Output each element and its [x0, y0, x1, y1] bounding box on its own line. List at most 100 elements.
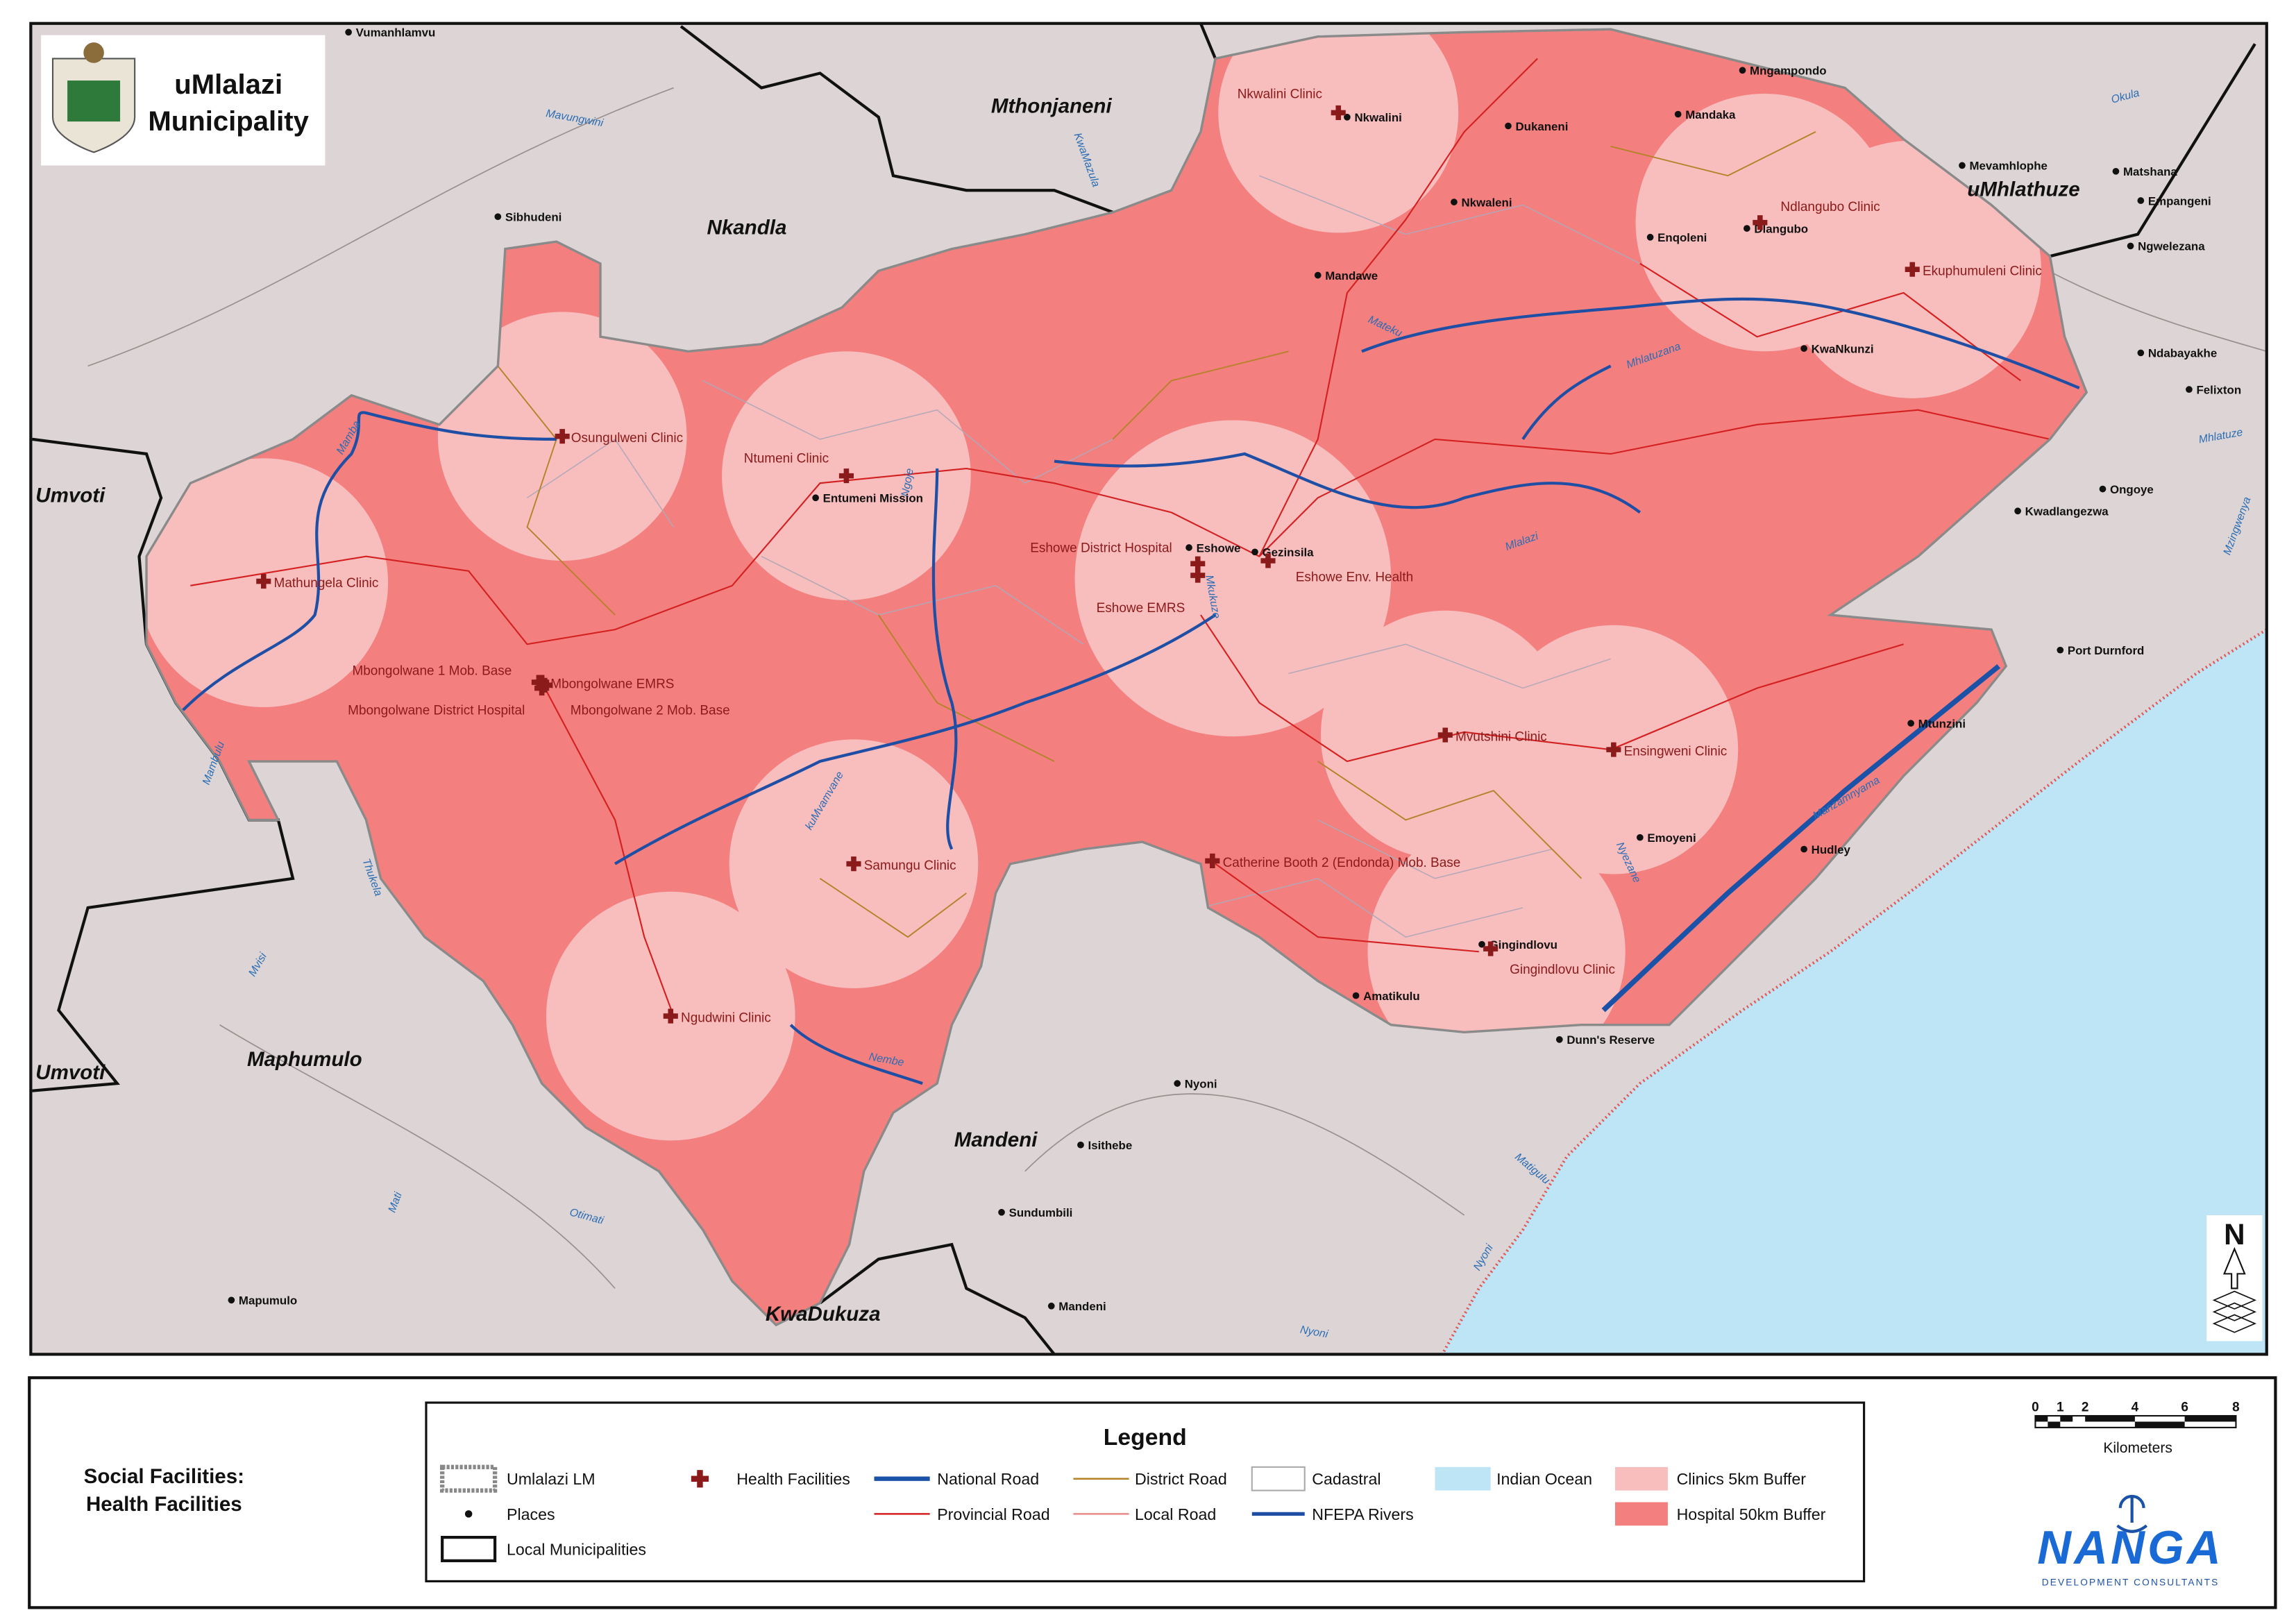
- place-dot: [1743, 225, 1750, 232]
- legend-label: NFEPA Rivers: [1312, 1505, 1413, 1523]
- river-label: Ngoje: [900, 467, 916, 498]
- place-dot: [1251, 548, 1258, 556]
- legend-swatch: [1251, 1466, 1306, 1491]
- place-dot: [1352, 992, 1360, 999]
- place-label: Ngwelezana: [2138, 240, 2205, 253]
- legend-label: Health Facilities: [736, 1470, 850, 1488]
- place-dot: [2186, 386, 2193, 394]
- legend-label: Indian Ocean: [1496, 1470, 1592, 1488]
- place-label: Mandeni: [1058, 1300, 1106, 1313]
- place-label: Gingindlovu: [1489, 938, 1558, 951]
- anchor-icon: [2116, 1494, 2148, 1533]
- facility-label: Ekuphumuleni Clinic: [1923, 264, 2042, 279]
- scale-tick-label: 8: [2232, 1401, 2240, 1415]
- facility-label: Mbongolwane EMRS: [550, 677, 674, 692]
- region-label: uMhlathuze: [1967, 178, 2079, 201]
- place-label: Eshowe: [1197, 541, 1241, 555]
- consultant-logo: NANGA DEVELOPMENT CONSULTANTS: [2037, 1494, 2224, 1588]
- health-facility: [838, 468, 854, 484]
- place-label: Matshana: [2123, 165, 2177, 178]
- north-label: N: [2224, 1218, 2245, 1251]
- place-dot: [2112, 167, 2120, 175]
- legend-label: Places: [507, 1505, 555, 1523]
- legend-box: [425, 1401, 1866, 1582]
- health-facility: [1483, 941, 1499, 956]
- place-dot: [1739, 67, 1746, 74]
- legend-swatch: [1614, 1466, 1668, 1491]
- place-label: Nkwalini: [1354, 111, 1401, 124]
- place-dot: [1674, 110, 1682, 118]
- facility-label: Mbongolwane 1 Mob. Base: [352, 664, 512, 679]
- facility-label: Ndlangubo Clinic: [1780, 200, 1880, 214]
- health-facility: [1190, 568, 1206, 583]
- legend-label: Local Road: [1135, 1505, 1216, 1523]
- place-dot: [2137, 349, 2145, 357]
- place-label: Mevamhlophe: [1970, 160, 2048, 173]
- place-dot: [1555, 1035, 1563, 1043]
- place-label: Dlangubo: [1754, 222, 1808, 235]
- health-facility: [1331, 105, 1346, 120]
- place-label: Mapumulo: [239, 1294, 297, 1308]
- scale-bar: Kilometers 0 1 2 4 6 8: [2032, 1401, 2240, 1456]
- place-label: Dukaneni: [1516, 120, 1569, 133]
- facility-label: Catherine Booth 2 (Endonda) Mob. Base: [1223, 856, 1461, 870]
- place-dot: [2137, 197, 2145, 204]
- place-label: Enqoleni: [1657, 231, 1707, 244]
- health-facility: [1260, 553, 1276, 568]
- place-label: Nyoni: [1185, 1077, 1217, 1090]
- place-label: Dunn's Reserve: [1567, 1033, 1655, 1047]
- logo-title: Municipality: [148, 106, 309, 137]
- place-label: Vumanhlamvu: [356, 26, 436, 40]
- indian-ocean: [1442, 629, 2267, 1355]
- legend-swatch: [439, 1464, 498, 1493]
- place-dot: [1344, 113, 1351, 121]
- facility-label: Ngudwini Clinic: [681, 1011, 771, 1026]
- facility-label: Eshowe EMRS: [1097, 601, 1185, 616]
- place-label: Emoyeni: [1647, 831, 1696, 845]
- health-facility: [846, 856, 861, 872]
- region-label: Umvoti: [35, 1061, 105, 1084]
- legend-label: District Road: [1135, 1470, 1227, 1488]
- place-label: Mtunzini: [1918, 717, 1966, 730]
- health-facility: [663, 1008, 678, 1024]
- place-dot: [345, 28, 352, 36]
- health-facility: [537, 677, 552, 693]
- facility-label: Mbongolwane 2 Mob. Base: [571, 703, 730, 718]
- place-dot: [1636, 834, 1644, 841]
- logo-title: uMlalazi: [174, 69, 282, 100]
- legend-swatch: [1435, 1466, 1491, 1491]
- scale-tick-label: 6: [2181, 1401, 2188, 1415]
- place-label: Empangeni: [2148, 194, 2211, 208]
- municipality-logo: uMlalazi Municipality: [41, 35, 326, 166]
- panel-title: Social Facilities:: [84, 1465, 244, 1488]
- logo-name: NANGA: [2037, 1522, 2224, 1574]
- facility-label: Osungulweni Clinic: [571, 431, 683, 446]
- scale-segment: [2035, 1416, 2048, 1422]
- place-dot: [2014, 507, 2021, 515]
- place-dot: [1451, 198, 1458, 205]
- national-road: [1601, 664, 2001, 1013]
- panel-title: Health Facilities: [86, 1493, 242, 1516]
- scale-tick-label: 2: [2082, 1401, 2089, 1415]
- place-label: Amatikulu: [1363, 990, 1420, 1003]
- legend-swatch: [441, 1536, 497, 1562]
- place-label: Port Durnford: [2068, 644, 2145, 657]
- scale-tick-label: 0: [2032, 1401, 2039, 1415]
- place-dot: [998, 1208, 1005, 1216]
- place-dot: [1314, 271, 1322, 279]
- legend-label: Hospital 50km Buffer: [1677, 1505, 1826, 1523]
- scale-tick-label: 1: [2057, 1401, 2064, 1415]
- place-label: Mandaka: [1685, 108, 1736, 121]
- legend-swatch: [464, 1510, 473, 1518]
- facility-label: Mbongolwane District Hospital: [348, 703, 525, 718]
- place-dot: [1646, 233, 1654, 241]
- health-facility: [1606, 742, 1621, 757]
- legend: Legend Umlalazi LM Places Local Municipa…: [425, 1401, 1866, 1582]
- place-dot: [1800, 345, 1807, 352]
- north-arrow-shape: [2223, 1246, 2246, 1289]
- facility-label: Mvutshini Clinic: [1455, 729, 1547, 744]
- health-facility: [256, 573, 271, 589]
- legend-label: Clinics 5km Buffer: [1677, 1470, 1807, 1488]
- place-label: Hudley: [1812, 843, 1851, 856]
